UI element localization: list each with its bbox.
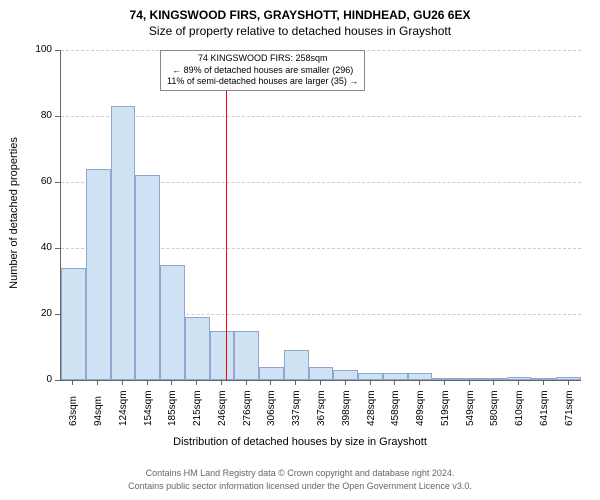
- x-tick: [97, 380, 98, 385]
- histogram-bar: [457, 378, 482, 380]
- x-tick: [196, 380, 197, 385]
- histogram-bar: [556, 377, 581, 380]
- x-tick: [543, 380, 544, 385]
- y-tick-label: 60: [22, 176, 52, 187]
- x-tick: [394, 380, 395, 385]
- x-tick: [370, 380, 371, 385]
- y-tick: [55, 116, 60, 117]
- y-tick: [55, 314, 60, 315]
- histogram-bar: [408, 373, 433, 380]
- y-tick-label: 0: [22, 374, 52, 385]
- y-tick-label: 40: [22, 242, 52, 253]
- annotation-line-3: 11% of semi-detached houses are larger (…: [167, 76, 358, 88]
- x-tick-label: 519sqm: [440, 390, 451, 426]
- x-tick-label: 398sqm: [341, 390, 352, 426]
- x-tick-label: 276sqm: [242, 390, 253, 426]
- histogram-bar: [259, 367, 284, 380]
- x-tick: [147, 380, 148, 385]
- x-tick-label: 458sqm: [390, 390, 401, 426]
- x-tick: [469, 380, 470, 385]
- annotation-box: 74 KINGSWOOD FIRS: 258sqm ← 89% of detac…: [160, 50, 365, 91]
- x-tick-label: 63sqm: [68, 396, 79, 426]
- annotation-line-1: 74 KINGSWOOD FIRS: 258sqm: [167, 53, 358, 65]
- y-axis-label: Number of detached properties: [8, 48, 20, 378]
- chart-subtitle: Size of property relative to detached ho…: [0, 24, 600, 38]
- x-tick: [295, 380, 296, 385]
- chart-title: 74, KINGSWOOD FIRS, GRAYSHOTT, HINDHEAD,…: [0, 8, 600, 22]
- x-tick: [345, 380, 346, 385]
- y-tick: [55, 50, 60, 51]
- x-tick: [568, 380, 569, 385]
- x-tick: [320, 380, 321, 385]
- x-tick-label: 337sqm: [291, 390, 302, 426]
- histogram-bar: [507, 377, 532, 380]
- x-tick: [221, 380, 222, 385]
- x-tick-label: 94sqm: [93, 396, 104, 426]
- histogram-bar: [86, 169, 111, 380]
- x-tick-label: 580sqm: [489, 390, 500, 426]
- x-tick: [419, 380, 420, 385]
- y-tick: [55, 182, 60, 183]
- x-tick-label: 154sqm: [143, 390, 154, 426]
- x-tick: [270, 380, 271, 385]
- histogram-bar: [309, 367, 334, 380]
- x-tick-label: 549sqm: [465, 390, 476, 426]
- x-tick-label: 246sqm: [217, 390, 228, 426]
- reference-line: [226, 50, 227, 380]
- histogram-bar: [358, 373, 383, 380]
- histogram-bar: [482, 378, 507, 380]
- histogram-bar: [284, 350, 309, 380]
- x-tick: [122, 380, 123, 385]
- x-tick-label: 306sqm: [266, 390, 277, 426]
- y-tick-label: 100: [22, 44, 52, 55]
- y-tick-label: 20: [22, 308, 52, 319]
- histogram-bar: [135, 175, 160, 380]
- x-tick-label: 671sqm: [564, 390, 575, 426]
- x-tick-label: 185sqm: [167, 390, 178, 426]
- x-tick-label: 610sqm: [514, 390, 525, 426]
- histogram-bar: [383, 373, 408, 380]
- x-tick: [493, 380, 494, 385]
- x-tick: [444, 380, 445, 385]
- plot-area: [60, 50, 581, 381]
- x-tick-label: 489sqm: [415, 390, 426, 426]
- x-tick-label: 215sqm: [192, 390, 203, 426]
- x-tick-label: 124sqm: [118, 390, 129, 426]
- histogram-bar: [333, 370, 358, 380]
- gridline: [61, 116, 581, 117]
- x-tick-label: 428sqm: [366, 390, 377, 426]
- y-tick: [55, 248, 60, 249]
- footer-line-2: Contains public sector information licen…: [0, 481, 600, 491]
- histogram-bar: [160, 265, 185, 381]
- x-tick: [246, 380, 247, 385]
- x-tick-label: 641sqm: [539, 390, 550, 426]
- x-tick: [72, 380, 73, 385]
- x-tick: [518, 380, 519, 385]
- y-tick: [55, 380, 60, 381]
- x-tick: [171, 380, 172, 385]
- histogram-bar: [234, 331, 259, 381]
- y-tick-label: 80: [22, 110, 52, 121]
- histogram-bar: [432, 378, 457, 380]
- histogram-bar: [531, 378, 556, 380]
- histogram-bar: [185, 317, 210, 380]
- footer-line-1: Contains HM Land Registry data © Crown c…: [0, 468, 600, 478]
- histogram-bar: [61, 268, 86, 380]
- x-tick-label: 367sqm: [316, 390, 327, 426]
- histogram-bar: [111, 106, 136, 380]
- annotation-line-2: ← 89% of detached houses are smaller (29…: [167, 65, 358, 77]
- histogram-bar: [210, 331, 235, 381]
- x-axis-label: Distribution of detached houses by size …: [0, 436, 600, 448]
